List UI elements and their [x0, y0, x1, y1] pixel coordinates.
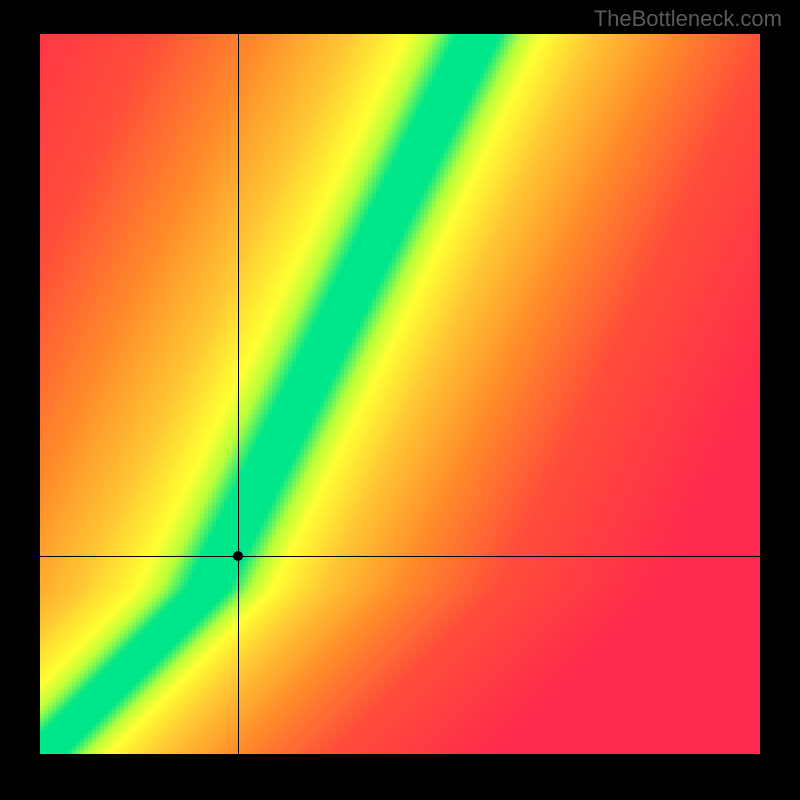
crosshair-horizontal — [40, 556, 760, 557]
watermark-text: TheBottleneck.com — [594, 6, 782, 32]
heatmap-plot — [40, 34, 760, 754]
crosshair-marker — [233, 551, 243, 561]
crosshair-vertical — [238, 34, 239, 754]
heatmap-canvas — [40, 34, 760, 754]
